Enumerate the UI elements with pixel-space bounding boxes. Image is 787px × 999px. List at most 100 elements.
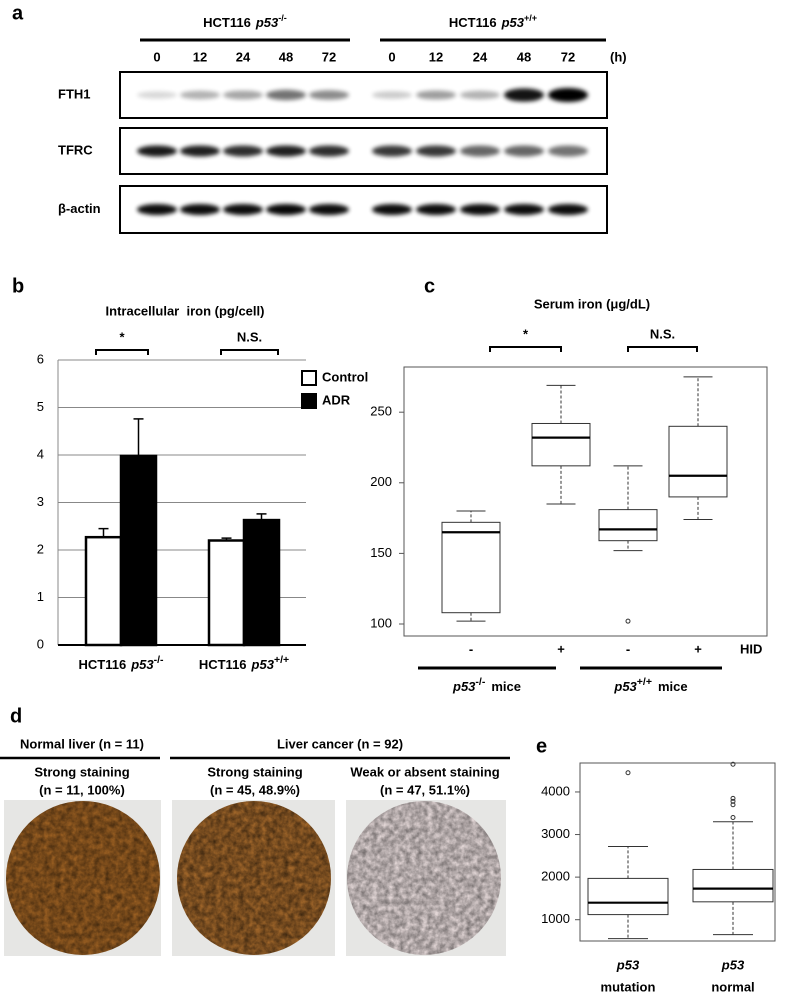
legend-swatch: [301, 393, 317, 409]
x-tick-label: -: [469, 641, 473, 656]
y-tick-label: 1: [37, 589, 44, 604]
cell-line: HCT116: [199, 657, 247, 672]
genotype: +/+: [274, 654, 289, 666]
legend-swatch: [301, 370, 317, 386]
time-label: 24: [473, 49, 488, 64]
suffix: mice: [658, 679, 688, 694]
band: [223, 90, 263, 100]
band: [504, 204, 544, 215]
band: [416, 145, 456, 157]
panel-letter: b: [12, 275, 24, 297]
outlier: [730, 802, 736, 808]
bar: [84, 535, 123, 647]
column-count: (n = 45, 48.9%): [210, 782, 300, 797]
tissue-texture: [347, 801, 501, 955]
box: [668, 425, 728, 498]
outlier: [730, 795, 736, 801]
bracket: [95, 349, 149, 355]
outlier: [730, 761, 736, 767]
plot-frame: [579, 762, 776, 942]
band: [180, 90, 220, 100]
plot-frame: [403, 366, 768, 637]
bracket: [220, 349, 279, 355]
outlier: [625, 770, 631, 776]
gene: p53: [613, 679, 637, 694]
y-tick-label: 5: [37, 399, 44, 414]
y-tick-label: 4000: [541, 783, 570, 798]
time-label: 0: [388, 49, 395, 64]
y-tick-label: 3: [37, 494, 44, 509]
band: [504, 145, 544, 157]
band: [460, 204, 500, 215]
column-label: Weak or absent staining: [350, 764, 499, 779]
outlier: [625, 618, 631, 624]
time-label: 48: [279, 49, 293, 64]
row-label: FTH1: [58, 86, 91, 101]
band: [180, 204, 220, 215]
box: [587, 877, 669, 916]
x-tick-label: mutation: [601, 979, 656, 994]
band: [548, 88, 588, 102]
band: [223, 204, 263, 215]
column-label: Strong staining: [34, 764, 129, 779]
y-tick-label: 100: [370, 615, 392, 630]
band: [372, 91, 412, 99]
band: [137, 145, 177, 157]
time-label: 72: [322, 49, 336, 64]
y-tick-label: 200: [370, 474, 392, 489]
tissue-images: [4, 800, 506, 956]
time-label: 48: [517, 49, 531, 64]
legend-label: ADR: [322, 392, 351, 407]
band: [266, 145, 306, 157]
cell-line: HCT116: [78, 657, 126, 672]
band: [309, 204, 349, 215]
bracket: [627, 346, 698, 352]
bracket: [489, 346, 562, 352]
chart-title: Intracellular iron (pg/cell): [106, 303, 265, 318]
box: [692, 868, 774, 903]
box: [598, 509, 658, 542]
row-label: β-actin: [58, 201, 101, 216]
band: [372, 204, 412, 215]
group-title: Normal liver (n = 11): [20, 736, 144, 751]
genotype: +/+: [524, 13, 537, 23]
time-unit: (h): [610, 49, 627, 64]
column-count: (n = 11, 100%): [39, 782, 125, 797]
band: [548, 145, 588, 157]
outlier: [730, 815, 736, 821]
band: [137, 91, 177, 99]
band: [372, 145, 412, 157]
y-tick-label: 2: [37, 541, 44, 556]
time-label: 24: [236, 49, 251, 64]
band: [137, 204, 177, 215]
annotation: *: [523, 326, 529, 341]
genotype: +/+: [637, 676, 652, 688]
x-tick-label: +: [557, 641, 565, 656]
gene: p53: [130, 657, 154, 672]
time-label: 12: [429, 49, 443, 64]
band: [548, 204, 588, 215]
row-label: TFRC: [58, 142, 93, 157]
band: [416, 90, 456, 100]
y-tick-label: 3000: [541, 826, 570, 841]
genotype: -/-: [154, 654, 164, 666]
chart-title: Serum iron (μg/dL): [534, 296, 650, 311]
gene: p53: [501, 15, 525, 30]
band: [223, 145, 263, 157]
x-axis-label: HID: [740, 641, 762, 656]
box: [531, 422, 591, 467]
band: [180, 145, 220, 157]
column-label: Strong staining: [207, 764, 302, 779]
genotype: -/-: [278, 13, 287, 23]
band: [309, 90, 349, 100]
y-tick-label: 150: [370, 545, 392, 560]
x-tick-gene: p53: [721, 957, 745, 972]
cell-line: HCT116: [449, 15, 497, 30]
x-tick-gene: p53: [616, 957, 640, 972]
time-label: 0: [153, 49, 160, 64]
genotype-label: p53-/- mice: [452, 676, 521, 695]
gene: p53: [255, 15, 279, 30]
annotation: N.S.: [237, 329, 262, 344]
time-label: 12: [193, 49, 207, 64]
panel-letter: e: [536, 735, 547, 757]
